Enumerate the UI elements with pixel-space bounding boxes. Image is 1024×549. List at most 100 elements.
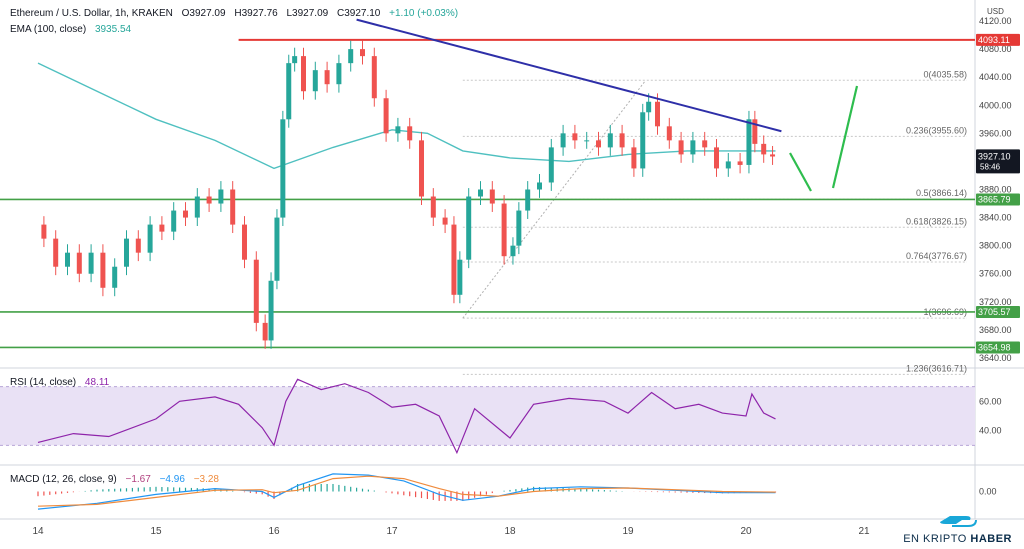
price-tick-label: 4120.00 (979, 16, 1012, 26)
candle-body (596, 140, 601, 148)
candle-body (348, 49, 354, 64)
fib-level-label: 1.236(3616.71) (906, 363, 967, 373)
macd-value-1: −1.67 (125, 474, 151, 485)
level-price-tag (976, 341, 1020, 354)
candle-body (124, 238, 129, 267)
candle-body (274, 217, 280, 281)
candle-body (752, 119, 758, 144)
candle-body (183, 210, 188, 218)
candle-body (655, 101, 660, 127)
candle-body (262, 322, 268, 341)
candle-body (442, 217, 448, 225)
candle-body (737, 161, 743, 165)
ema-value: 3935.54 (94, 24, 132, 35)
candle-body (171, 210, 177, 232)
macd-value-3: −3.28 (193, 474, 219, 485)
time-tick-label: 19 (622, 526, 634, 537)
rsi-band (0, 386, 975, 446)
level-price-label: 3865.79 (978, 194, 1011, 204)
rsi-value: 48.11 (84, 377, 110, 388)
low-value: L3927.09 (286, 8, 329, 19)
candle-body (640, 112, 646, 169)
candle-body (301, 56, 306, 92)
signal-line (37, 475, 776, 507)
open-value: O3927.09 (181, 8, 226, 19)
time-tick-label: 16 (268, 526, 280, 537)
rsi-label: RSI (14, close) (10, 377, 77, 388)
candle-body (407, 126, 413, 141)
candle-body (159, 224, 165, 232)
price-tick-label: 4000.00 (979, 100, 1012, 110)
candle-body (147, 224, 153, 253)
price-tick-label: 3880.00 (979, 185, 1012, 195)
fib-level-label: 0(4035.58) (923, 69, 967, 79)
candle-body (666, 126, 672, 141)
time-tick-label: 15 (150, 526, 162, 537)
candle-body (371, 56, 377, 99)
level-price-tag (976, 33, 1020, 46)
rsi-line (37, 378, 776, 455)
candle-body (268, 280, 274, 341)
candle-body (572, 133, 578, 141)
level-price-label: 4093.11 (978, 35, 1010, 45)
descending-trendline (356, 18, 782, 133)
time-tick-label: 21 (858, 526, 870, 537)
countdown-label: 58:46 (980, 162, 1001, 171)
candle-body (230, 189, 236, 225)
candle-body (631, 147, 637, 169)
candle-body (725, 161, 731, 169)
candle-body (714, 147, 719, 169)
level-price-tag (976, 193, 1020, 206)
logo-text: EN KRIPTO HABER (903, 533, 1012, 545)
candle-body (336, 63, 342, 85)
logo-icon (939, 516, 977, 527)
price-tick-label: 4080.00 (979, 44, 1012, 54)
candle-body (510, 245, 516, 257)
fib-level-label: 0.618(3826.15) (906, 216, 967, 226)
high-value: H3927.76 (234, 8, 278, 19)
price-tick-label: 3680.00 (979, 325, 1012, 335)
candle-body (135, 238, 141, 253)
candle-body (383, 98, 389, 134)
level-price-label: 3705.57 (978, 307, 1011, 317)
macd-tick-label: 0.00 (979, 487, 997, 497)
rsi-tick-label: 40.00 (979, 426, 1002, 436)
symbol-label: Ethereum / U.S. Dollar, 1h, KRAKEN (10, 8, 173, 19)
projection-arrow-down (789, 152, 812, 192)
candle-body (292, 56, 298, 64)
candle-body (76, 252, 82, 274)
candle-body (451, 224, 457, 295)
rsi-tick-label: 60.00 (979, 396, 1002, 406)
candle-body (770, 154, 776, 157)
close-value: C3927.10 (337, 8, 381, 19)
candle-body (560, 133, 566, 148)
candle-body (761, 143, 767, 155)
candle-body (395, 126, 401, 134)
macd-header: MACD (12, 26, close, 9) −1.67 −4.96 −3.2… (10, 474, 219, 485)
candle-body (702, 140, 708, 148)
candle-body (280, 119, 286, 218)
time-tick-label: 14 (32, 526, 44, 537)
candle-body (194, 196, 200, 218)
price-tick-label: 3960.00 (979, 128, 1012, 138)
macd-label: MACD (12, 26, close, 9) (10, 474, 117, 485)
candle-body (746, 119, 752, 165)
candle-body (88, 252, 94, 274)
change-value: +1.10 (+0.03%) (389, 8, 459, 19)
candle-body (678, 140, 684, 155)
fib-level-label: 0.236(3955.60) (906, 125, 967, 135)
candle-body (430, 196, 436, 218)
candle-body (218, 189, 224, 204)
rsi-header: RSI (14, close) 48.11 (10, 377, 109, 388)
candle-body (525, 189, 531, 211)
candle-body (242, 224, 247, 260)
candle-body (584, 140, 590, 142)
time-tick-label: 20 (740, 526, 752, 537)
candle-body (253, 259, 259, 323)
fib-level-label: 0.764(3776.67) (906, 251, 967, 261)
level-price-label: 3654.98 (978, 342, 1011, 352)
ema-line (37, 62, 776, 170)
candle-body (516, 210, 522, 246)
ema-label: EMA (100, close) (10, 24, 87, 35)
